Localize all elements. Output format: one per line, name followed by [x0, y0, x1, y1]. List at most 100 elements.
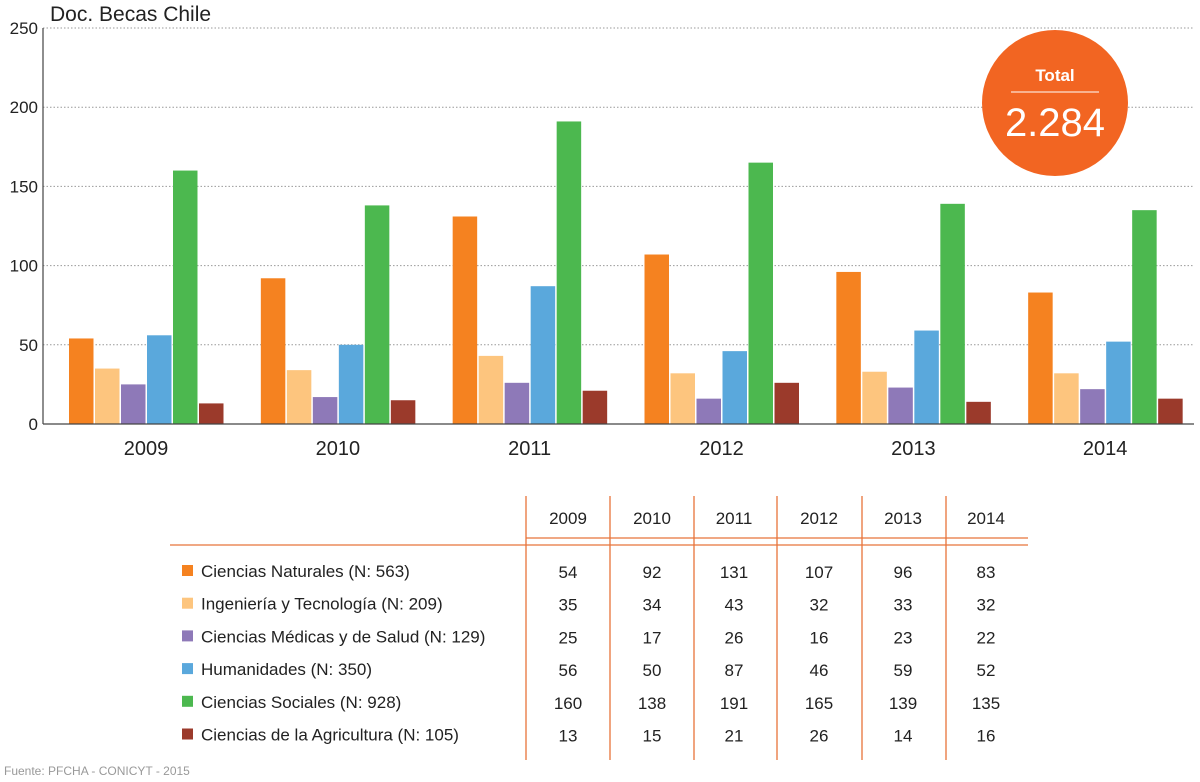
total-label: Total [1035, 66, 1074, 85]
bar [338, 344, 364, 424]
table-cell: 13 [559, 727, 578, 746]
table-header-cell: 2012 [800, 509, 838, 528]
y-tick-label: 250 [10, 19, 38, 38]
bar [1106, 341, 1131, 424]
bar [722, 351, 747, 424]
bar [1158, 398, 1183, 424]
table-cell: 56 [559, 661, 578, 680]
table-cell: 26 [725, 628, 744, 647]
bar [530, 286, 556, 424]
bar [940, 203, 965, 424]
table-cell: 16 [810, 628, 829, 647]
table-cell: 191 [720, 694, 748, 713]
bar [582, 390, 608, 424]
table-cell: 32 [977, 596, 996, 615]
bar [147, 335, 172, 424]
table-cell: 165 [805, 694, 833, 713]
bar-chart: 0 50 100 150 200 250 2009 2010 2011 2012 2013 2014… [10, 3, 1194, 460]
table-cell: 26 [810, 727, 829, 746]
y-tick-label: 200 [10, 98, 38, 117]
table-header-cell: 2010 [633, 509, 671, 528]
table-header-cell: 2009 [549, 509, 587, 528]
total-badge-circle [982, 30, 1128, 176]
bar [364, 205, 390, 424]
bar [748, 162, 773, 424]
table-cell: 50 [643, 661, 662, 680]
table-cell: 35 [559, 596, 578, 615]
bar [556, 121, 582, 425]
total-badge: Total 2.284 [982, 30, 1128, 176]
table-cell: 54 [559, 563, 578, 582]
legend-swatch [182, 565, 193, 576]
table-cell: 22 [977, 628, 996, 647]
y-tick-label: 150 [10, 177, 38, 196]
table-cell: 131 [720, 563, 748, 582]
bar [199, 403, 224, 424]
legend-label: Ciencias Naturales (N: 563) [201, 562, 410, 581]
table-header-cell: 2014 [967, 509, 1005, 528]
x-tick-label: 2014 [1083, 438, 1128, 460]
bar [173, 170, 198, 424]
table-cell: 14 [894, 727, 913, 746]
x-tick-label: 2012 [699, 438, 744, 460]
bars [69, 121, 1183, 425]
table-cell: 15 [643, 727, 662, 746]
legend-swatch [182, 728, 193, 740]
x-tick-label: 2011 [508, 438, 551, 460]
bar [95, 368, 120, 424]
table-rows: Ciencias Naturales (N: 563) 54 92 131 107 96 8… [182, 562, 1000, 746]
table-cell: 46 [810, 661, 829, 680]
legend-label: Ingeniería y Tecnología (N: 209) [201, 595, 443, 614]
table-cell: 138 [638, 694, 666, 713]
table-header: 2009 2010 2011 2012 2013 2014 [549, 509, 1005, 528]
table-cell: 96 [894, 563, 913, 582]
table-cell: 43 [725, 596, 744, 615]
bar [1132, 210, 1157, 424]
bar [478, 355, 504, 424]
table-cell: 135 [972, 694, 1000, 713]
table-cell: 34 [643, 596, 662, 615]
table-cell: 21 [725, 727, 744, 746]
table-cell: 32 [810, 596, 829, 615]
x-tick-label: 2013 [891, 438, 936, 460]
table-cell: 25 [559, 628, 578, 647]
legend-swatch [182, 630, 193, 642]
table-header-cell: 2011 [716, 509, 753, 528]
table-cell: 92 [643, 563, 662, 582]
table-cell: 107 [805, 563, 833, 582]
bar [260, 278, 286, 424]
bar [862, 371, 887, 424]
bar [1054, 373, 1079, 424]
bar [121, 384, 146, 424]
bar [312, 397, 338, 424]
bar [504, 382, 530, 424]
table-cell: 139 [889, 694, 917, 713]
legend-label: Ciencias de la Agricultura (N: 105) [201, 726, 459, 745]
bar [1028, 292, 1053, 424]
table-cell: 59 [894, 661, 913, 680]
table-cell: 17 [643, 628, 662, 647]
y-tick-label: 50 [19, 336, 38, 355]
x-tick-label: 2009 [124, 438, 169, 460]
bar [670, 373, 695, 424]
table-cell: 16 [977, 727, 996, 746]
table-cell: 52 [977, 661, 996, 680]
source-note: Fuente: PFCHA - CONICYT - 2015 [4, 764, 190, 778]
bar [888, 387, 913, 424]
table-lines [170, 496, 1028, 760]
table-cell: 23 [894, 628, 913, 647]
bar [390, 400, 416, 424]
bar [452, 216, 478, 424]
table-header-cell: 2013 [884, 509, 922, 528]
table-cell: 83 [977, 563, 996, 582]
bar [836, 271, 861, 424]
legend-swatch [182, 597, 193, 609]
total-value: 2.284 [1005, 101, 1105, 145]
legend-swatch [182, 663, 193, 675]
legend-swatch [182, 695, 193, 707]
bar [286, 370, 312, 424]
y-tick-label: 100 [10, 257, 38, 276]
table-cell: 87 [725, 661, 744, 680]
legend-label: Ciencias Médicas y de Salud (N: 129) [201, 627, 485, 646]
